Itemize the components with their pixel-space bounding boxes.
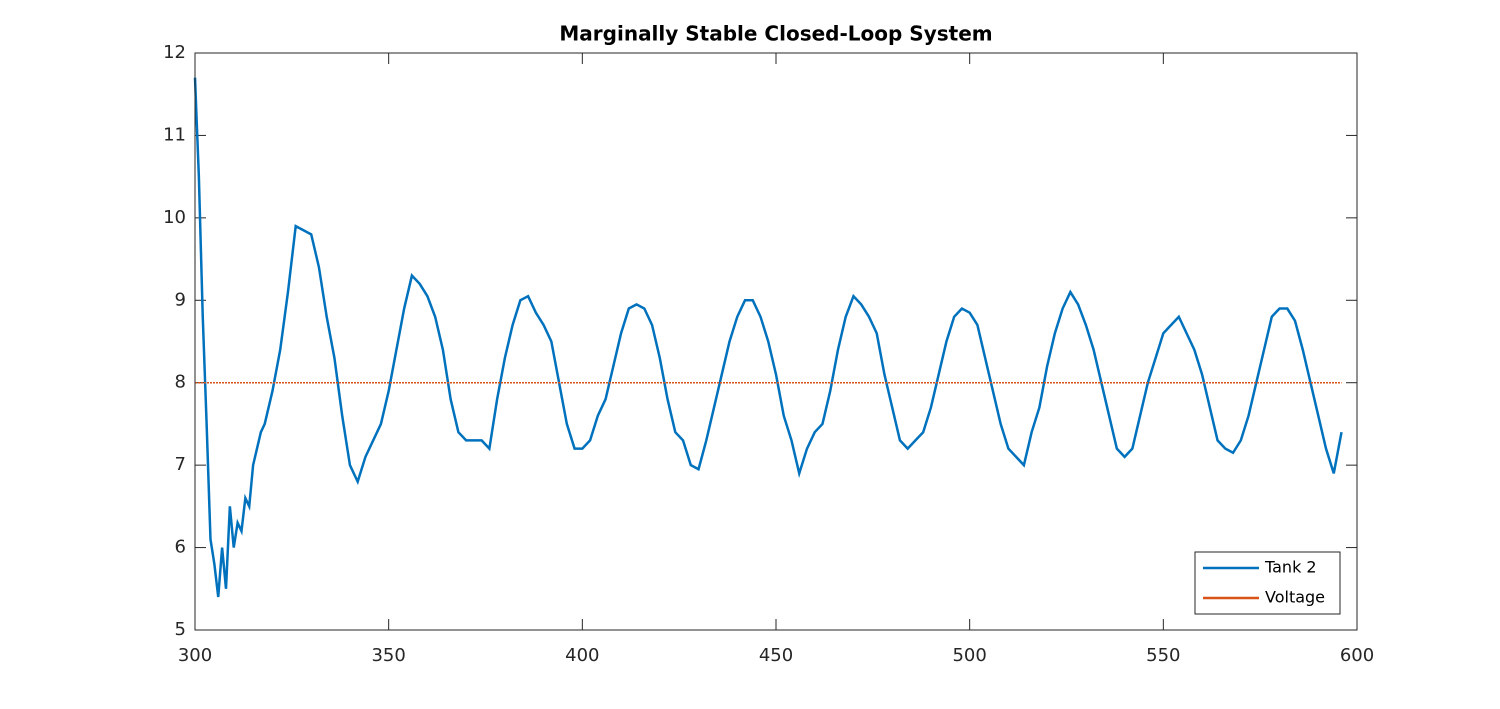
x-tick-label: 450	[759, 645, 793, 666]
legend-label: Tank 2	[1264, 558, 1317, 577]
legend-box	[1194, 551, 1341, 615]
series-line	[193, 77, 1343, 598]
chart-title: Marginally Stable Closed-Loop System	[559, 22, 992, 46]
x-tick-label: 500	[952, 645, 986, 666]
plot-frame	[194, 52, 1358, 631]
x-tick-label: 300	[178, 645, 212, 666]
x-tick-label: 550	[1146, 645, 1180, 666]
legend-label: Voltage	[1265, 588, 1325, 607]
y-tick-label: 8	[175, 372, 186, 393]
y-tick-label: 6	[175, 537, 186, 558]
y-tick-label: 11	[163, 124, 186, 145]
y-tick-label: 12	[163, 42, 186, 63]
x-tick-label: 600	[1340, 645, 1374, 666]
y-tick-label: 5	[175, 619, 186, 640]
y-tick-label: 10	[163, 207, 186, 228]
x-tick-label: 400	[565, 645, 599, 666]
y-tick-label: 7	[175, 454, 186, 475]
x-tick-label: 350	[371, 645, 405, 666]
y-tick-label: 9	[175, 289, 186, 310]
